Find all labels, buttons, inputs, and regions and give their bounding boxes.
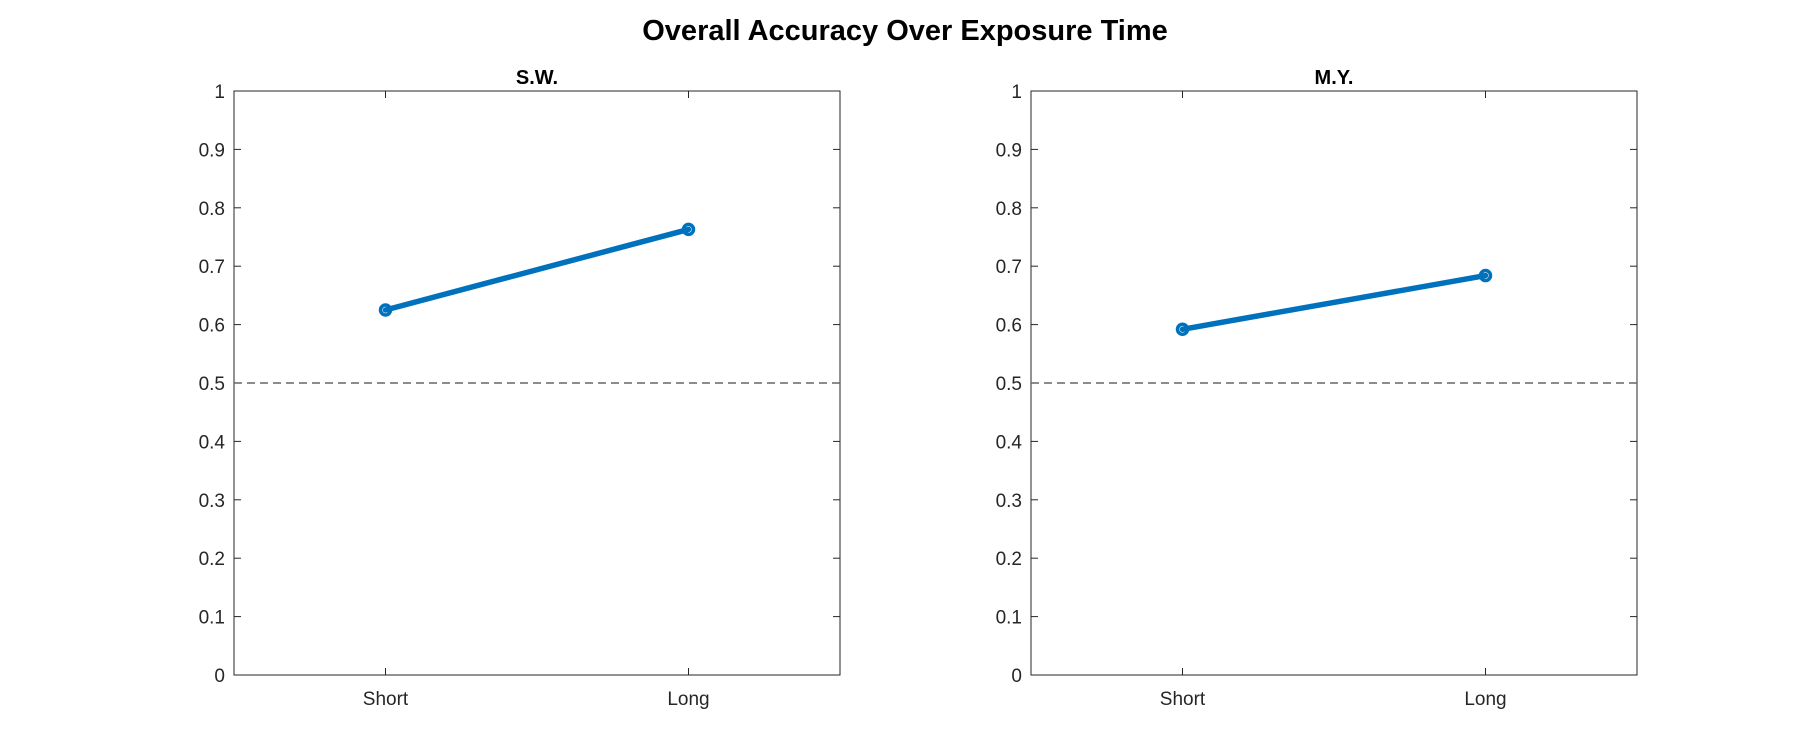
y-tick-label: 0.7 (199, 257, 225, 278)
y-tick-label: 0.2 (996, 549, 1022, 570)
series-line-sw (382, 226, 692, 313)
y-tick-label: 0 (1011, 666, 1022, 687)
y-tick-label: 1 (1011, 82, 1022, 103)
x-tick-label-long: Long (667, 689, 709, 710)
data-point-long (681, 222, 696, 237)
data-point-long (1478, 268, 1493, 283)
y-tick-label: 0.9 (199, 140, 225, 161)
figure-title: Overall Accuracy Over Exposure Time (642, 15, 1168, 47)
y-tick-label: 0.5 (996, 374, 1022, 395)
y-tick-label: 0.3 (996, 491, 1022, 512)
y-tick-label: 1 (214, 82, 225, 103)
y-tick-label: 0.7 (996, 257, 1022, 278)
series-line-my (1179, 272, 1489, 333)
y-tick-label: 0.4 (199, 432, 226, 453)
y-tick-label: 0.6 (996, 316, 1022, 337)
panel-title: M.Y. (1315, 67, 1354, 89)
x-tick-label-short: Short (1160, 689, 1206, 710)
y-tick-label: 0.1 (199, 608, 225, 629)
panel-title: S.W. (516, 67, 558, 89)
y-tick-label: 0 (214, 666, 225, 687)
data-point-short (378, 303, 393, 317)
x-tick-label-short: Short (363, 689, 409, 710)
y-tick-label: 0.4 (996, 432, 1023, 453)
y-tick-label: 0.2 (199, 549, 225, 570)
y-tick-label: 0.9 (996, 140, 1022, 161)
y-tick-label: 0.1 (996, 608, 1022, 629)
chart-panel-my: M.Y. 0 0.1 0.2 0.3 0.4 0.5 0.6 0.7 0.8 0.9 1 Short Lo… (996, 67, 1638, 710)
data-point-short (1175, 322, 1190, 337)
chart-panel-sw: S.W. 0 0.1 0.2 0.3 0.4 0.5 0.6 0.7 0.8 0.9 1 Short Lo… (199, 67, 841, 710)
y-tick-label: 0.3 (199, 491, 225, 512)
y-tick-label: 0.8 (996, 199, 1022, 220)
y-tick-label: 0.8 (199, 199, 225, 220)
y-tick-label: 0.5 (199, 374, 225, 395)
y-tick-label: 0.6 (199, 316, 225, 337)
x-tick-label-long: Long (1464, 689, 1506, 710)
